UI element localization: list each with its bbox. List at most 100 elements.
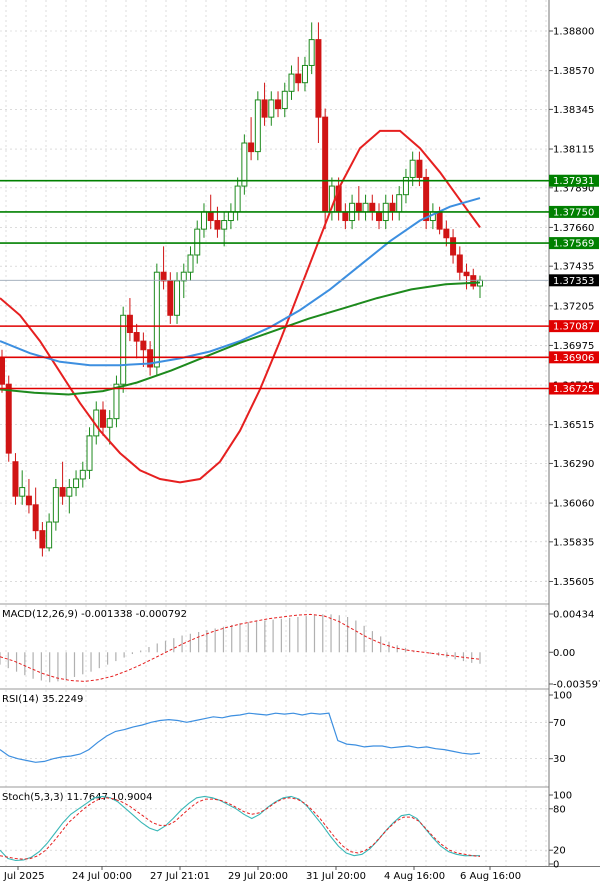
candle-body <box>342 211 349 222</box>
stoch-tick-label: 100 <box>553 791 572 802</box>
candle-body <box>0 357 5 385</box>
candle-body <box>113 383 120 420</box>
current-price-box <box>549 274 599 287</box>
stoch-k-line <box>0 795 480 862</box>
price-tick-label: 1.38345 <box>553 105 594 116</box>
candle-body <box>194 228 201 256</box>
candle-body <box>99 409 106 428</box>
candle-body <box>147 349 154 368</box>
candle-body <box>46 521 53 549</box>
candle-body <box>227 211 234 222</box>
current-price-label: 1.37353 <box>553 276 594 287</box>
candle-body <box>214 220 221 230</box>
stoch-d-line <box>0 797 481 860</box>
macd-tick-label: 0.00434 <box>553 610 594 621</box>
price-axis: 1.38800 1.38570 1.38345 1.38115 1.37890 1.376… <box>549 27 600 871</box>
candle-body <box>322 116 329 213</box>
level-label-box <box>549 382 599 395</box>
candle-body <box>362 202 369 213</box>
moving-average-line <box>0 129 481 484</box>
candle-body <box>470 275 477 287</box>
rsi-tick-label: 70 <box>553 718 566 729</box>
candle-body <box>234 185 241 213</box>
candle-body <box>450 237 457 256</box>
candle-body <box>73 478 80 489</box>
rsi-panel: RSI(14) 35.2249 <box>0 694 549 763</box>
candle-body <box>207 211 214 222</box>
stoch-tick-label: 80 <box>553 804 566 815</box>
time-tick-label: 27 Jul 21:01 <box>150 871 210 882</box>
candle-body <box>456 254 463 273</box>
candle-body <box>19 487 26 497</box>
candle-body <box>52 487 59 523</box>
level-label-box <box>549 205 599 218</box>
level-label: 1.36725 <box>553 384 594 395</box>
candle-body <box>254 99 261 153</box>
price-tick-label: 1.36975 <box>553 341 594 352</box>
price-tick-label: 1.38800 <box>553 27 594 38</box>
candle-body <box>315 39 322 118</box>
candle-body <box>423 176 430 222</box>
candle-body <box>167 280 174 316</box>
level-label-box <box>549 320 599 333</box>
candle-body <box>39 530 46 549</box>
candle-body <box>409 159 416 178</box>
price-tick-label: 1.37890 <box>553 183 594 194</box>
macd-tick-label: -0.003597 <box>553 680 600 691</box>
moving-average-line <box>0 197 481 367</box>
candle-body <box>248 142 255 153</box>
rsi-line <box>0 712 481 763</box>
candle-body <box>133 332 140 342</box>
candle-body <box>120 314 127 385</box>
time-tick-label: 22 Jul 2025 <box>0 871 45 882</box>
candle-body <box>5 383 12 454</box>
time-tick-label: 29 Jul 20:00 <box>228 871 288 882</box>
level-label: 1.37087 <box>553 322 594 333</box>
level-label: 1.37931 <box>553 176 594 187</box>
price-tick-label: 1.36290 <box>553 459 594 470</box>
candle-body <box>180 271 187 282</box>
candle-body <box>126 314 133 334</box>
candle-body <box>369 202 376 213</box>
candle-body <box>275 99 282 110</box>
candle-body <box>200 211 207 230</box>
price-tick-label: 1.35605 <box>553 577 594 588</box>
candle-body <box>355 202 362 213</box>
candle-body <box>295 73 302 84</box>
level-label: 1.36906 <box>553 353 594 364</box>
time-tick-label: 24 Jul 00:00 <box>72 871 132 882</box>
candle-body <box>281 90 288 110</box>
macd-panel: MACD(12,26,9) -0.001338 -0.000792 <box>0 609 481 683</box>
candle-body <box>25 495 32 506</box>
candle-body <box>59 487 66 497</box>
time-axis: 22 Jul 2025 24 Jul 00:00 27 Jul 21:01 29 Ju… <box>0 866 521 882</box>
candle-body <box>288 73 295 92</box>
candle-body <box>174 280 181 316</box>
level-label: 1.37750 <box>553 207 594 218</box>
moving-average-line <box>0 281 481 396</box>
price-panel <box>0 22 549 557</box>
candle-body <box>241 142 248 187</box>
rsi-tick-label: 30 <box>553 754 566 765</box>
candle-body <box>221 220 228 230</box>
candle-body <box>261 99 268 118</box>
candle-body <box>268 99 275 118</box>
level-label: 1.37569 <box>553 239 594 250</box>
rsi-tick-label: 100 <box>553 691 572 702</box>
price-tick-label: 1.38570 <box>553 66 594 77</box>
time-tick-label: 31 Jul 20:00 <box>306 871 366 882</box>
candle-body <box>79 469 86 480</box>
candle-body <box>140 340 147 351</box>
candle-body <box>436 211 443 230</box>
candle-body <box>376 211 383 222</box>
candle-body <box>12 461 19 497</box>
candle-body <box>106 418 113 428</box>
candle-body <box>443 228 450 239</box>
candle-body <box>66 487 73 497</box>
candle-body <box>187 254 194 273</box>
candle-body <box>396 194 403 213</box>
level-label-box <box>549 237 599 250</box>
price-tick-label: 1.35835 <box>553 537 594 548</box>
